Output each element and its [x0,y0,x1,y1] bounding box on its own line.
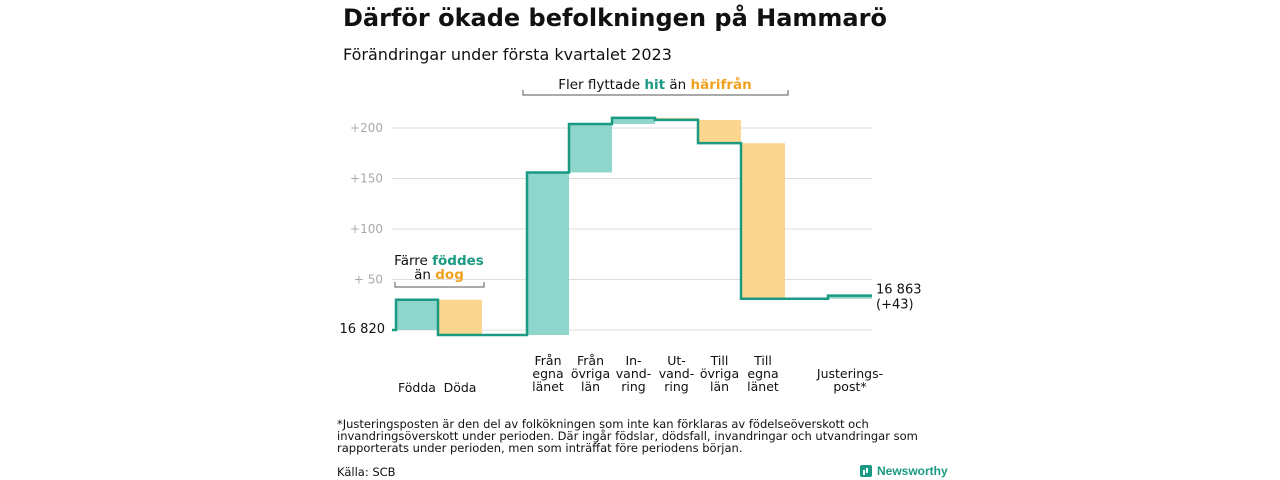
category-label: post* [833,379,866,394]
chart-subtitle: Förändringar under första kvartalet 2023 [343,45,672,64]
category-label: vand- [616,366,651,381]
category-label: Justerings- [816,366,883,381]
births-annotation-bracket [394,282,485,288]
category-label: ring [664,379,688,394]
waterfall-bar [569,123,612,173]
waterfall-bar [828,295,872,299]
category-label: Födda [398,380,436,395]
waterfall-bar [741,143,785,299]
category-label: Till [710,353,729,368]
category-label: ring [621,379,645,394]
category-label: övriga [700,366,739,381]
category-label: länet [747,379,779,394]
end-change-label: (+43) [876,298,914,313]
newsworthy-logo-icon [860,465,872,477]
category-label: In- [625,353,641,368]
footnote: *Justeringsposten är den del av folkökni… [337,417,918,455]
category-label: län [710,379,729,394]
category-label: länet [532,379,564,394]
waterfall-bar [396,299,438,330]
category-label: övriga [571,366,610,381]
births-annotation-line1: Färre föddes [394,253,484,269]
y-tick-label: +200 [350,121,383,135]
category-label: län [581,379,600,394]
category-label: Från [577,353,604,368]
category-label: vand- [659,366,694,381]
births-annotation-line2: än dog [414,267,464,283]
brand-name: Newsworthy [877,464,948,478]
cumulative-step-line [392,116,872,337]
source-note: Källa: SCB [337,465,396,479]
y-tick-label: + 50 [354,273,383,287]
end-value-label: 16 863 [876,283,922,298]
chart-title: Därför ökade befolkningen på Hammarö [343,4,887,32]
migration-annotation-bracket [522,90,789,96]
brand-logo: Newsworthy [860,464,948,478]
waterfall-bar [438,299,482,336]
category-label: Från [534,353,561,368]
waterfall-bar [698,119,741,144]
category-label: egna [747,366,778,381]
category-label: Till [753,353,772,368]
migration-annotation: Fler flyttade hit än härifrån [558,76,752,93]
waterfall-bar [527,172,569,336]
start-value-label: 16 820 [340,322,386,337]
category-label: egna [532,366,563,381]
waterfall-bar [612,117,655,124]
category-label: Döda [444,380,477,395]
y-tick-label: +150 [350,172,383,186]
y-tick-label: +100 [350,222,383,236]
category-label: Ut- [667,353,686,368]
